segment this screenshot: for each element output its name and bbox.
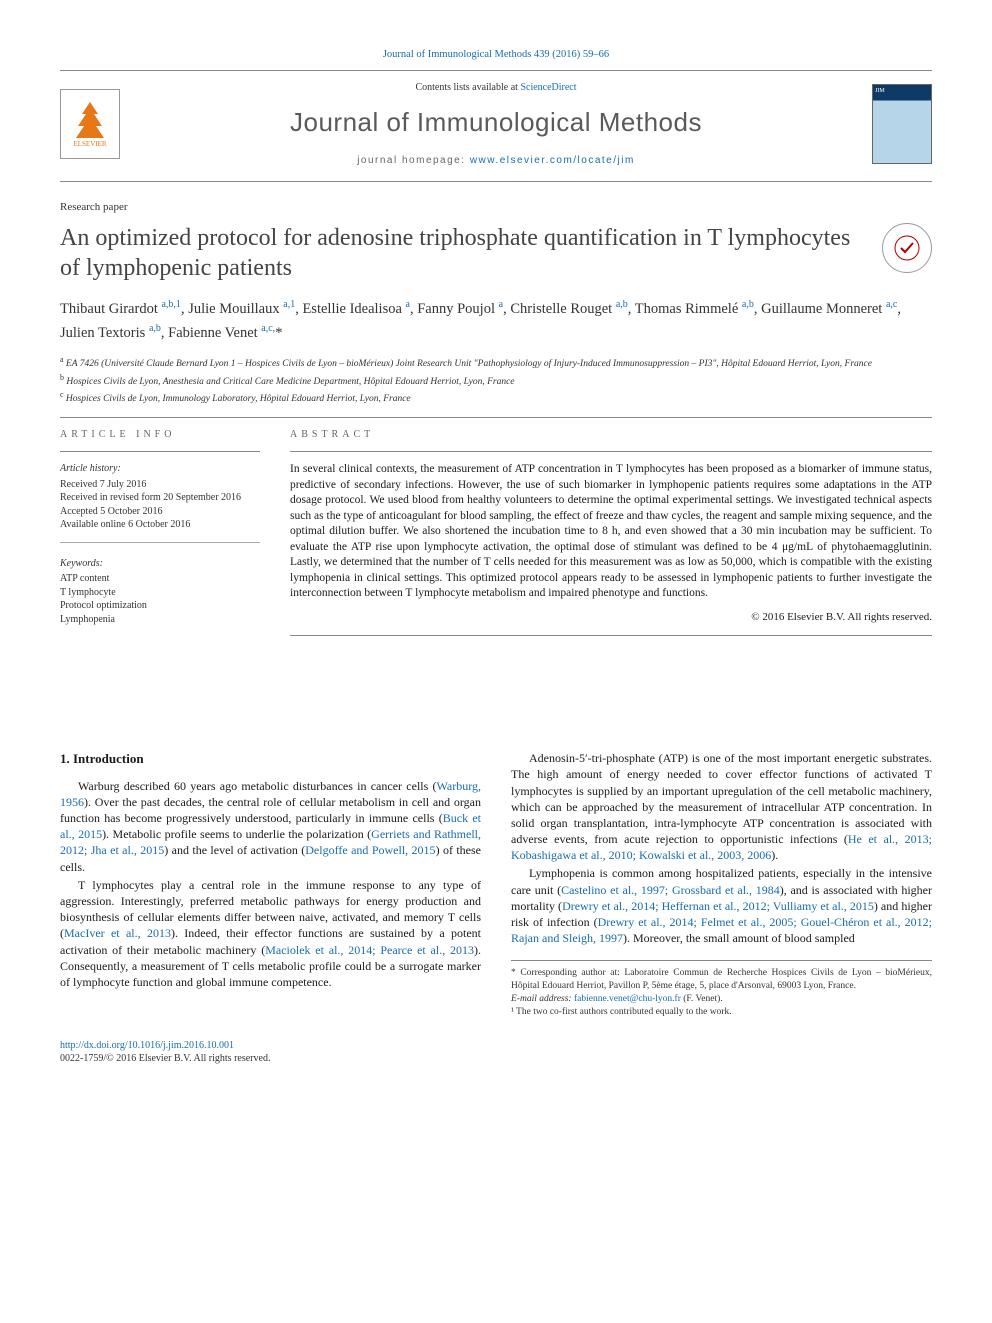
- divider: [60, 417, 932, 418]
- crossmark-badge[interactable]: [882, 223, 932, 273]
- elsevier-tree-icon: [72, 100, 108, 140]
- journal-cover-thumbnail: JIM: [872, 84, 932, 164]
- abstract-copyright: © 2016 Elsevier B.V. All rights reserved…: [290, 610, 932, 625]
- abstract-header: ABSTRACT: [290, 428, 932, 442]
- keyword: T lymphocyte: [60, 586, 260, 600]
- page-footer: http://dx.doi.org/10.1016/j.jim.2016.10.…: [60, 1039, 932, 1066]
- issn-line: 0022-1759/© 2016 Elsevier B.V. All right…: [60, 1052, 932, 1066]
- accepted-date: Accepted 5 October 2016: [60, 505, 260, 519]
- paragraph: Warburg described 60 years ago metabolic…: [60, 778, 481, 875]
- author-list: Thibaut Girardot a,b,1, Julie Mouillaux …: [60, 297, 932, 344]
- citation-link[interactable]: Journal of Immunological Methods 439 (20…: [383, 49, 609, 60]
- homepage-link[interactable]: www.elsevier.com/locate/jim: [470, 155, 635, 166]
- journal-name: Journal of Immunological Methods: [140, 105, 852, 140]
- crossmark-icon: [893, 234, 921, 262]
- paper-type: Research paper: [60, 200, 932, 215]
- paragraph: Adenosin-5′-tri-phosphate (ATP) is one o…: [511, 750, 932, 863]
- abstract-text: In several clinical contexts, the measur…: [290, 462, 932, 602]
- citation-link[interactable]: MacIver et al., 2013: [64, 926, 171, 940]
- publisher-logo: ELSEVIER: [60, 89, 120, 159]
- article-info-column: ARTICLE INFO Article history: Received 7…: [60, 428, 260, 651]
- citation-link[interactable]: Delgoffe and Powell, 2015: [305, 843, 435, 857]
- citation-link[interactable]: Castelino et al., 1997; Grossbard et al.…: [561, 883, 780, 897]
- paragraph: Lymphopenia is common among hospitalized…: [511, 865, 932, 946]
- section-heading: 1. Introduction: [60, 750, 481, 768]
- sciencedirect-link[interactable]: ScienceDirect: [520, 82, 576, 93]
- doi-link[interactable]: http://dx.doi.org/10.1016/j.jim.2016.10.…: [60, 1040, 234, 1051]
- received-date: Received 7 July 2016: [60, 478, 260, 492]
- footnotes: * Corresponding author at: Laboratoire C…: [511, 960, 932, 1018]
- citation-link[interactable]: Drewry et al., 2014; Heffernan et al., 2…: [562, 899, 874, 913]
- keyword: Lymphopenia: [60, 613, 260, 627]
- paragraph: T lymphocytes play a central role in the…: [60, 877, 481, 990]
- body-text: 1. Introduction Warburg described 60 yea…: [60, 750, 932, 1019]
- keywords-label: Keywords:: [60, 557, 260, 571]
- keyword: Protocol optimization: [60, 599, 260, 613]
- history-label: Article history:: [60, 462, 260, 476]
- email-link[interactable]: fabienne.venet@chu-lyon.fr: [574, 994, 681, 1004]
- article-info-header: ARTICLE INFO: [60, 428, 260, 442]
- contents-line: Contents lists available at ScienceDirec…: [140, 81, 852, 95]
- masthead: ELSEVIER Contents lists available at Sci…: [60, 70, 932, 182]
- keyword: ATP content: [60, 572, 260, 586]
- citation-link[interactable]: Maciolek et al., 2014; Pearce et al., 20…: [265, 943, 474, 957]
- revised-date: Received in revised form 20 September 20…: [60, 491, 260, 505]
- homepage-line: journal homepage: www.elsevier.com/locat…: [140, 154, 852, 168]
- paper-title: An optimized protocol for adenosine trip…: [60, 223, 870, 283]
- running-header: Journal of Immunological Methods 439 (20…: [60, 48, 932, 62]
- abstract-column: ABSTRACT In several clinical contexts, t…: [290, 428, 932, 651]
- affiliations: a EA 7426 (Université Claude Bernard Lyo…: [60, 354, 932, 406]
- online-date: Available online 6 October 2016: [60, 518, 260, 532]
